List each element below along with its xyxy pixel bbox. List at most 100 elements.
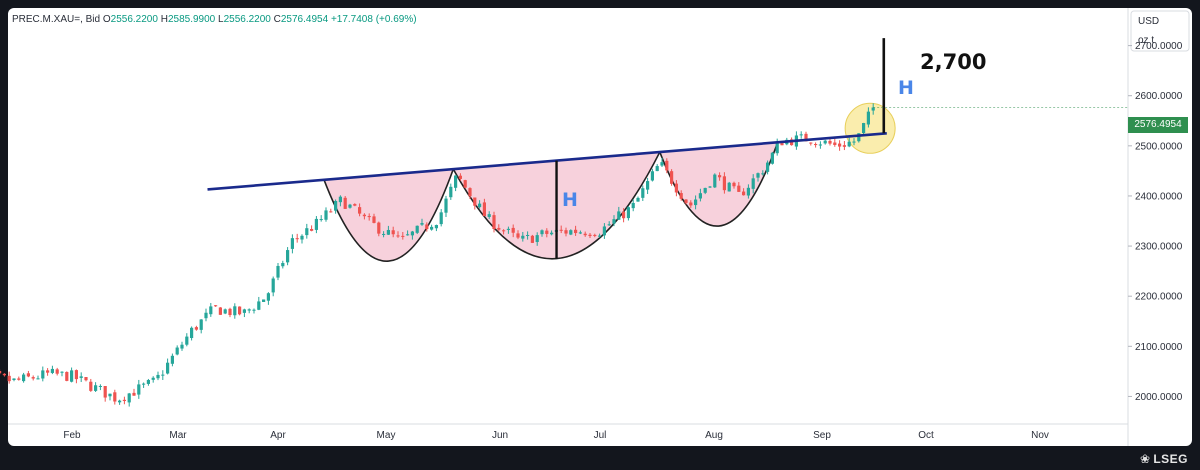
breakout-highlight [844, 102, 896, 154]
candle-body [276, 265, 280, 278]
candle-body [386, 229, 390, 235]
candle-body [98, 385, 102, 387]
candle-body [55, 369, 59, 374]
candle-body [722, 176, 726, 191]
candle-body [79, 376, 83, 378]
y-tick-label: 2100.0000 [1135, 342, 1183, 353]
candle-body [180, 344, 184, 349]
candle-body [238, 306, 242, 315]
candle-body [732, 182, 736, 187]
candle-body [660, 162, 664, 166]
candle-body [468, 188, 472, 197]
candle-body [396, 235, 400, 237]
candle-body [650, 171, 654, 181]
symbol-label: PREC.M.XAU=, Bid [12, 14, 101, 25]
candle-body [718, 175, 722, 178]
candle-body [674, 183, 678, 193]
candle-body [742, 191, 746, 196]
candle-body [511, 227, 515, 233]
measured-move-h-left: H [562, 189, 578, 211]
candle-body [26, 373, 30, 377]
annotation-group [207, 38, 1128, 259]
candle-body [530, 235, 534, 243]
candle-body [502, 230, 506, 232]
candle-body [583, 233, 587, 236]
x-tick-label: Sep [813, 430, 831, 441]
candle-body [588, 234, 592, 236]
candle-body [838, 143, 842, 147]
candle-body [857, 133, 861, 142]
candle-body [118, 400, 122, 403]
candle-body [199, 319, 203, 330]
candle-body [636, 197, 640, 202]
candle-body [756, 173, 760, 178]
measured-move-h-right: H [898, 77, 914, 99]
candle-body [7, 375, 11, 382]
candle-body [132, 392, 136, 396]
candle-body [814, 144, 818, 146]
candle-body [454, 175, 458, 188]
candle-body [425, 224, 429, 230]
last-price-tag: 2576.4954 [1128, 117, 1188, 133]
candle-body [175, 347, 179, 355]
candle-body [324, 210, 328, 220]
candle-body [271, 278, 275, 293]
candle-body [74, 370, 78, 380]
candle-body [142, 383, 146, 385]
candle-body [665, 160, 669, 171]
unit-box[interactable] [1130, 10, 1190, 52]
candle-body [751, 178, 755, 189]
candle-body [0, 370, 2, 374]
candle-body [12, 378, 16, 380]
close-value: 2576.4954 [280, 14, 329, 25]
candle-body [137, 384, 141, 395]
currency-label[interactable]: USD [1138, 16, 1160, 27]
candle-body [540, 230, 544, 235]
x-tick-label: May [377, 430, 396, 441]
candle-body [46, 370, 50, 373]
open-value: 2556.2200 [110, 14, 158, 25]
candle-body [89, 381, 93, 391]
candle-body [703, 187, 707, 193]
candle-body [36, 378, 40, 380]
candle-body [214, 305, 218, 307]
candle-body [204, 312, 208, 319]
candle-body [329, 211, 333, 213]
candle-body [353, 204, 357, 206]
candle-body [113, 392, 117, 402]
candle-body [670, 171, 674, 184]
candle-body [775, 143, 779, 154]
candle-body [334, 200, 338, 211]
y-tick-label: 2600.0000 [1135, 91, 1183, 102]
candle-body [497, 227, 501, 230]
candle-body [866, 111, 870, 125]
candle-body [151, 377, 155, 380]
candle-body [170, 355, 174, 364]
candle-body [545, 230, 549, 234]
candle-body [127, 393, 131, 403]
x-tick-label: Oct [918, 430, 934, 441]
candle-body [526, 234, 530, 236]
candle-body [338, 196, 342, 203]
candle-body [2, 373, 6, 376]
candle-body [478, 203, 482, 208]
candle-body [377, 222, 381, 234]
candle-body [194, 327, 198, 330]
candle-body [94, 385, 98, 391]
candle-body [218, 307, 222, 315]
candle-body [60, 371, 64, 373]
candle-body [713, 174, 717, 188]
candle-body [487, 214, 491, 217]
candle-body [449, 186, 453, 198]
candle-body [626, 207, 630, 219]
candle-body [122, 399, 126, 402]
candle-body [780, 143, 784, 146]
candle-body [310, 228, 314, 231]
candle-body [578, 232, 582, 234]
candle-body [737, 185, 741, 192]
unit-label[interactable]: oz t [1138, 35, 1155, 46]
candle-body [391, 230, 395, 235]
candle-body [70, 370, 74, 382]
candle-body [516, 233, 520, 238]
